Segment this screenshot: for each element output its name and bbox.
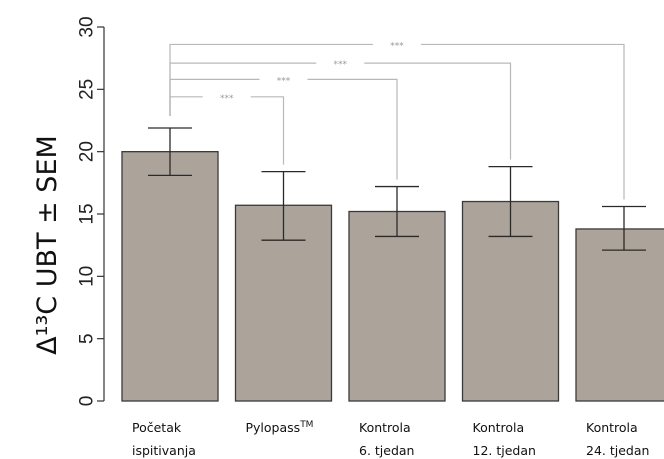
error-bar-4 [602, 205, 646, 251]
significance-label: *** [390, 41, 404, 51]
x-category-line2: 6. tjedan [359, 443, 414, 458]
x-category-label-0: Početak ispitivanja [132, 420, 196, 458]
error-bar-3 [488, 165, 533, 238]
x-axis-labels: Početak ispitivanja PylopassTM Kontrola 6. t… [132, 420, 649, 458]
y-tick-label: 0 [77, 396, 98, 407]
y-axis-label: Δ¹³C UBT ± SEM [32, 135, 63, 355]
error-bars [148, 127, 646, 251]
x-category-label-2: Kontrola 6. tjedan [359, 420, 414, 458]
x-category-line1: Kontrola [359, 420, 411, 435]
significance-bracket-3: *** [169, 41, 625, 200]
y-tick-label: 20 [77, 141, 98, 162]
error-bar-2 [375, 185, 419, 238]
y-tick-label: 30 [77, 16, 98, 37]
significance-label: *** [277, 76, 291, 86]
x-category-line2: ispitivanja [132, 443, 196, 458]
bar-0 [121, 151, 219, 402]
x-category-label-4: Kontrola 24. tjedan [586, 420, 649, 458]
x-category-line2: 24. tjedan [586, 443, 649, 458]
significance-brackets: *** *** *** *** [169, 41, 625, 200]
y-tick-label: 25 [77, 79, 98, 100]
significance-label: *** [220, 94, 234, 104]
x-category-line1: Kontrola [473, 420, 525, 435]
error-bar-0 [148, 127, 192, 177]
x-category-line1: Kontrola [586, 420, 638, 435]
x-category-label-3: Kontrola 12. tjedan [473, 420, 536, 458]
x-category-label-1: PylopassTM [246, 420, 314, 435]
x-category-line2: 12. tjedan [473, 443, 536, 458]
y-axis: 0 5 10 15 20 25 30 [77, 16, 105, 406]
bars [121, 151, 664, 402]
y-tick-label: 15 [77, 203, 98, 224]
y-tick-label: 5 [77, 333, 98, 344]
significance-label: *** [334, 60, 348, 70]
bar-2 [348, 210, 446, 402]
x-category-line1: PylopassTM [246, 420, 314, 435]
bar-4 [575, 228, 664, 402]
x-category-line1: Početak [132, 420, 182, 435]
significance-bracket-2: *** [169, 60, 512, 160]
y-tick-label: 10 [77, 266, 98, 287]
x-category-superscript: TM [299, 420, 313, 430]
error-bar-1 [261, 170, 306, 241]
